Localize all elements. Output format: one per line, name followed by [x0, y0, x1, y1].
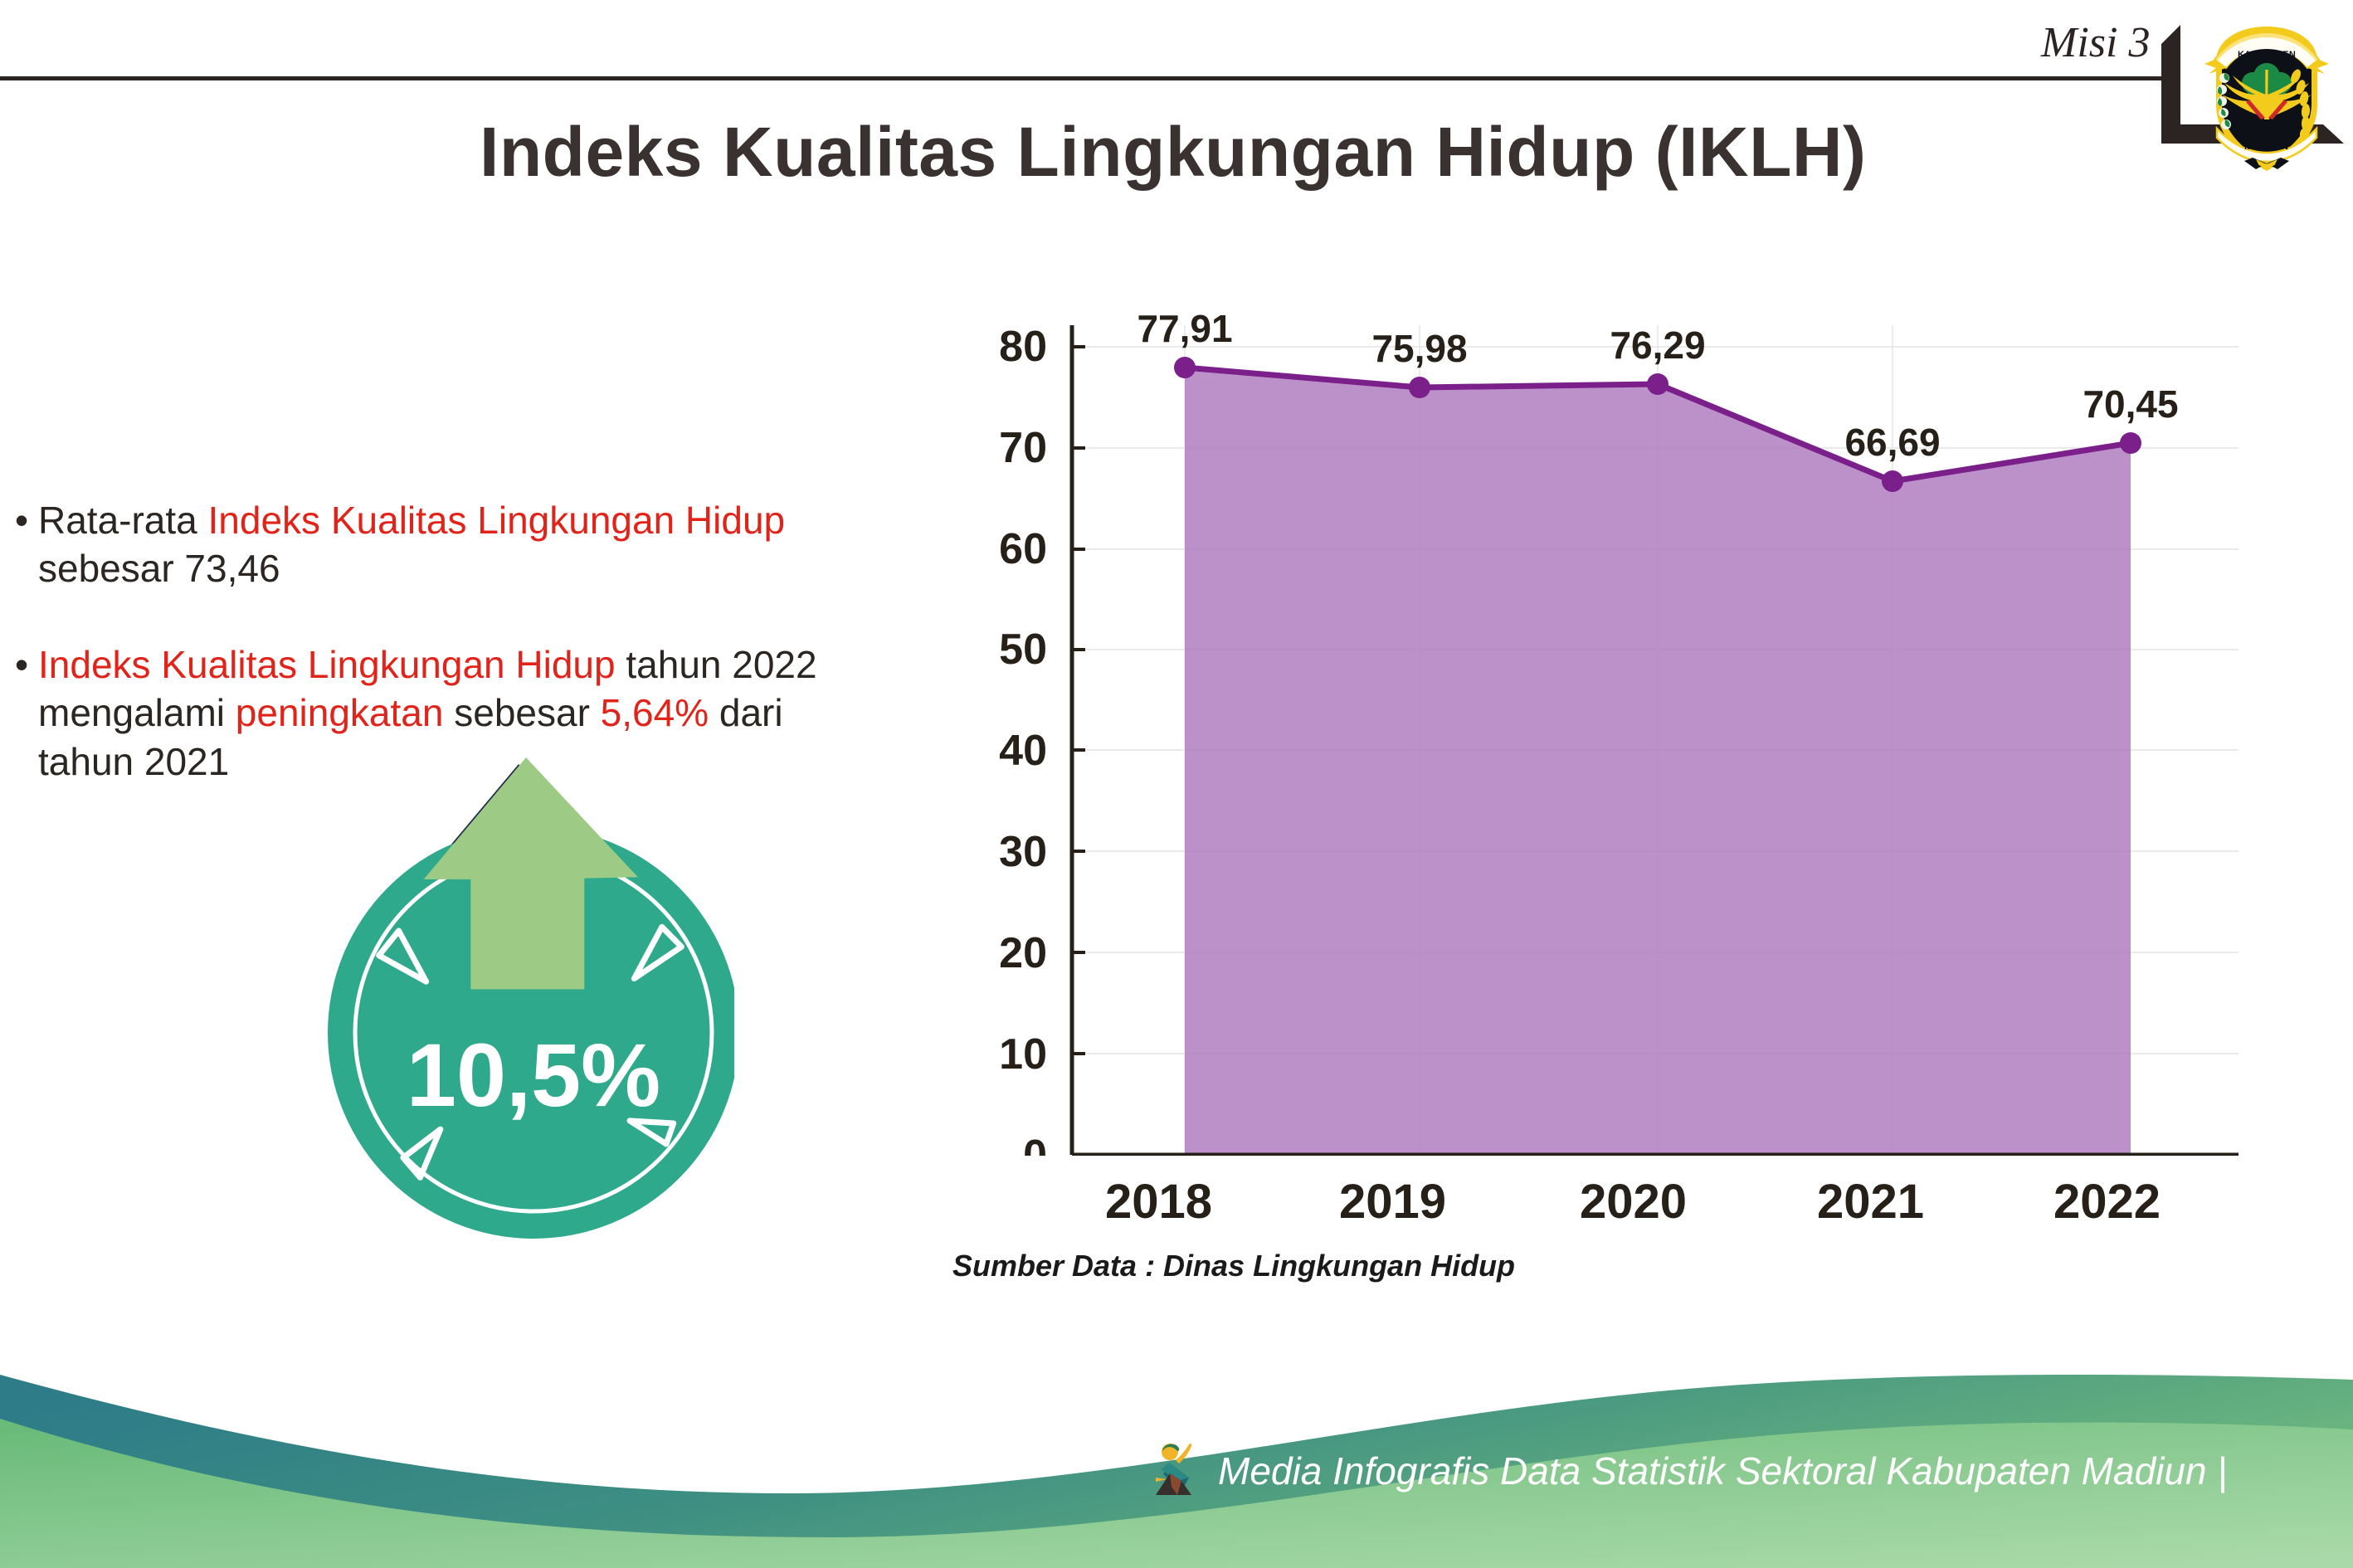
svg-text:30: 30 — [999, 828, 1047, 876]
svg-text:75,98: 75,98 — [1371, 327, 1467, 370]
svg-text:10,5%: 10,5% — [407, 1025, 660, 1125]
svg-text:80: 80 — [999, 323, 1047, 371]
svg-text:10: 10 — [999, 1030, 1047, 1079]
svg-text:77,91: 77,91 — [1137, 307, 1232, 350]
svg-text:40: 40 — [999, 727, 1047, 775]
svg-text:70,45: 70,45 — [2083, 382, 2178, 426]
svg-text:70: 70 — [999, 424, 1047, 472]
svg-text:76,29: 76,29 — [1610, 324, 1705, 367]
svg-text:20: 20 — [999, 929, 1047, 977]
svg-text:KABUPATEN: KABUPATEN — [2238, 50, 2296, 60]
svg-text:50: 50 — [999, 626, 1047, 674]
svg-text:66,69: 66,69 — [1844, 421, 1940, 464]
svg-text:0: 0 — [1023, 1132, 1047, 1156]
svg-text:60: 60 — [999, 525, 1047, 573]
svg-text:MADIUN: MADIUN — [2244, 140, 2289, 152]
